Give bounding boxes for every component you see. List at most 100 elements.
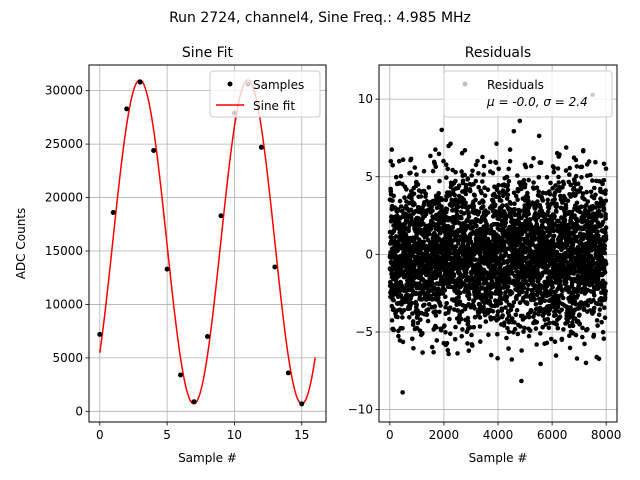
residual-point	[395, 314, 400, 320]
residual-point	[460, 327, 465, 332]
residual-point	[476, 171, 481, 176]
residual-point	[553, 183, 558, 188]
residual-point	[521, 178, 527, 183]
residual-point	[471, 324, 477, 330]
residual-point	[602, 295, 608, 300]
residual-point	[463, 191, 469, 197]
residual-point	[444, 340, 450, 346]
residual-point	[573, 173, 579, 179]
residual-point	[490, 170, 496, 176]
residual-point	[497, 190, 502, 196]
residual-point	[459, 169, 464, 174]
residual-point	[506, 178, 512, 184]
residual-point	[465, 319, 471, 325]
residual-point	[591, 309, 596, 315]
residual-point	[547, 320, 552, 326]
right-data-layer	[387, 92, 609, 395]
residual-point	[560, 295, 566, 301]
residual-point	[592, 185, 597, 191]
residual-point	[515, 173, 520, 178]
residual-point	[534, 342, 539, 347]
residual-point	[442, 287, 448, 293]
residual-point	[583, 360, 589, 366]
residual-point	[578, 185, 584, 191]
residual-point	[470, 168, 475, 174]
residual-point	[477, 281, 482, 287]
residual-point	[472, 193, 478, 198]
residual-point	[531, 180, 536, 185]
residual-point	[515, 242, 520, 248]
residual-point	[554, 322, 559, 327]
residual-point	[499, 306, 505, 312]
residual-point	[517, 118, 523, 124]
residual-point	[415, 320, 421, 326]
left-chart-title: Sine Fit	[182, 45, 234, 61]
residual-point	[515, 331, 521, 337]
residual-point	[439, 127, 445, 133]
residual-point	[465, 176, 471, 181]
residual-point	[398, 204, 404, 209]
residual-point	[478, 252, 483, 258]
residual-point	[453, 244, 459, 249]
residual-point	[495, 332, 500, 337]
residual-point	[458, 316, 464, 322]
residual-point	[543, 322, 549, 327]
residual-point	[433, 164, 439, 169]
residual-point	[430, 281, 435, 286]
residual-point	[466, 296, 472, 302]
residual-point	[463, 200, 468, 206]
residual-point	[575, 234, 580, 240]
residual-point	[595, 229, 600, 234]
sample-point	[272, 264, 278, 270]
residual-point	[545, 316, 551, 322]
residual-point	[502, 320, 507, 326]
residual-point	[595, 323, 600, 328]
right-x-tick-label: 4000	[483, 428, 514, 442]
residual-point	[546, 205, 552, 211]
residual-point	[409, 300, 415, 306]
residual-point	[424, 312, 430, 318]
left-data-layer	[97, 79, 316, 407]
residual-point	[418, 291, 424, 297]
residual-point	[551, 165, 557, 170]
residual-point	[603, 212, 608, 217]
residual-point	[581, 306, 587, 311]
residual-point	[529, 224, 534, 230]
residual-point	[550, 284, 555, 290]
residual-point	[590, 178, 595, 183]
residual-point	[512, 207, 517, 212]
residual-point	[593, 159, 598, 165]
residual-point	[429, 204, 434, 209]
residual-point	[574, 200, 580, 206]
residual-point	[446, 351, 451, 357]
residual-point	[536, 175, 542, 180]
residual-point	[504, 298, 510, 304]
residual-point	[579, 164, 585, 170]
residual-point	[547, 192, 553, 197]
residual-point	[415, 182, 421, 187]
residual-point	[438, 303, 443, 308]
residual-point	[593, 205, 598, 210]
residual-point	[538, 361, 543, 367]
residual-point	[482, 234, 488, 239]
residual-point	[473, 197, 478, 203]
residual-point	[597, 307, 603, 312]
residual-point	[443, 304, 448, 310]
residual-point	[447, 305, 453, 311]
residual-point	[520, 289, 525, 295]
residual-point	[521, 329, 526, 334]
left-x-tick-label: 5	[163, 428, 171, 442]
residual-point	[568, 182, 573, 188]
residual-point	[580, 334, 585, 340]
residual-point	[548, 202, 553, 207]
residual-point	[460, 178, 466, 184]
residual-point	[511, 300, 517, 305]
residual-point	[532, 311, 538, 316]
residual-point	[457, 312, 463, 318]
residual-point	[437, 309, 442, 315]
residual-point	[396, 158, 402, 164]
residual-point	[555, 166, 561, 171]
residual-point	[433, 309, 439, 315]
right-x-axis-label: Sample #	[469, 451, 528, 465]
residual-point	[506, 346, 511, 351]
